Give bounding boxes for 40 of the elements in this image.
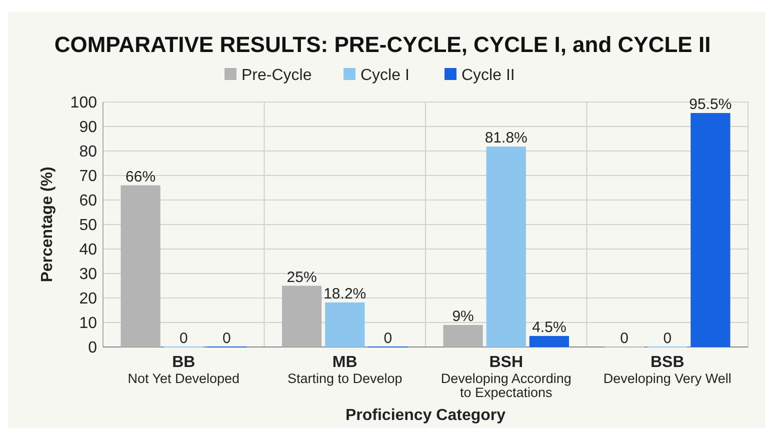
- data-label: 81.8%: [484, 130, 528, 147]
- legend-label: Cycle I: [360, 67, 410, 84]
- data-label: 0: [384, 330, 392, 347]
- x-axis-title: Proficiency Category: [345, 407, 506, 424]
- bar: [120, 185, 160, 347]
- y-tick-label: 100: [70, 94, 98, 112]
- data-label: 0: [222, 330, 231, 347]
- chart-title: COMPARATIVE RESULTS: PRE-CYCLE, CYCLE I, and CYCLE II: [54, 32, 711, 57]
- data-label: 25%: [286, 268, 317, 286]
- bar: [443, 324, 483, 347]
- data-label: 18.2%: [324, 285, 366, 302]
- legend-label: Cycle II: [462, 67, 515, 84]
- bar: [282, 286, 322, 347]
- data-label: 95.5%: [689, 96, 732, 114]
- legend-label: Pre-Cycle: [242, 67, 312, 84]
- y-tick-label: 20: [79, 290, 98, 308]
- data-label: 66%: [126, 168, 156, 186]
- y-tick-label: 50: [79, 217, 98, 234]
- y-tick-label: 60: [79, 192, 98, 210]
- bar: [529, 336, 570, 347]
- y-tick-label: 0: [88, 340, 98, 357]
- data-label: 4.5%: [532, 318, 566, 336]
- data-label: 0: [179, 330, 188, 347]
- y-tick-label: 70: [79, 168, 98, 186]
- y-axis-title: Percentage (%): [39, 166, 56, 282]
- x-tick-label: BSB Developing Very Well: [603, 354, 732, 386]
- y-tick-label: 30: [79, 266, 98, 284]
- bar: [325, 302, 365, 347]
- data-label: 0: [620, 330, 628, 347]
- bar: [486, 146, 526, 347]
- y-tick-label: 80: [79, 144, 98, 161]
- bar: [690, 113, 730, 347]
- x-tick-label: MB Starting to Develop: [287, 354, 402, 386]
- data-label: 0: [663, 330, 672, 347]
- x-tick-label: BSH Developing According to Expectations: [440, 354, 572, 400]
- y-tick-label: 40: [79, 242, 98, 259]
- y-tick-label: 90: [79, 119, 98, 136]
- data-label: 9%: [452, 308, 474, 325]
- x-tick-label: BB Not Yet Developed: [128, 354, 240, 386]
- y-tick-label: 10: [79, 315, 98, 332]
